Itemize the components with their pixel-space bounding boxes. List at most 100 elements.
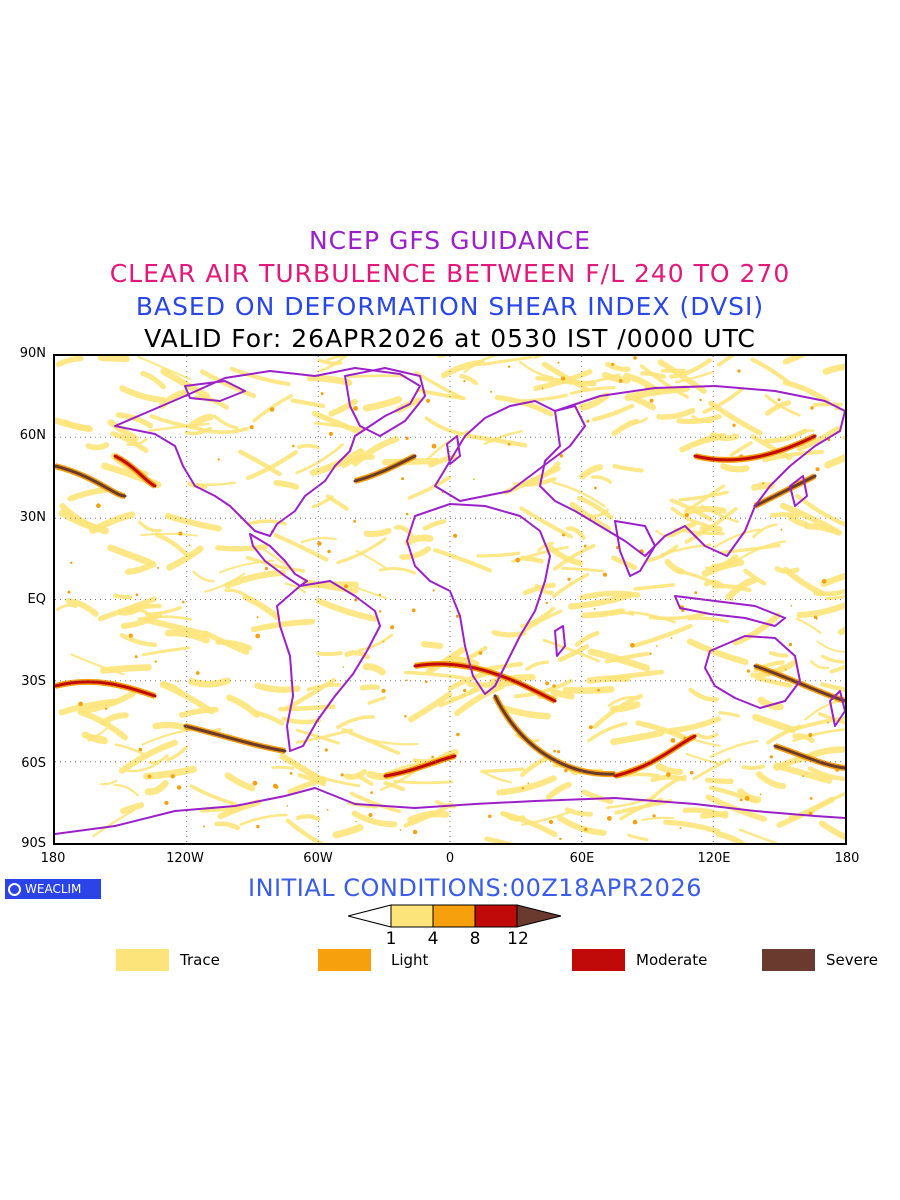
title-line-1: NCEP GFS GUIDANCE: [308, 226, 591, 255]
turbulence-trace-streak: [586, 675, 631, 684]
turbulence-trace-streak: [482, 356, 533, 366]
turbulence-trace-streak: [295, 443, 344, 475]
turbulence-trace-streak: [154, 532, 191, 559]
turbulence-light-speck: [405, 436, 409, 440]
turbulence-trace-streak: [466, 680, 515, 688]
turbulence-light-speck: [808, 811, 813, 816]
turbulence-trace-streak: [297, 443, 320, 450]
turbulence-trace-streak: [55, 604, 78, 611]
turbulence-trace-streak: [701, 558, 745, 578]
turbulence-trace-streak: [58, 698, 117, 716]
turbulence-light-speck: [769, 755, 773, 759]
turbulence-trace-streak: [273, 479, 300, 490]
turbulence-trace-streak: [518, 393, 568, 403]
turbulence-trace-streak: [119, 385, 167, 404]
turbulence-trace-streak: [611, 418, 639, 437]
turbulence-trace-streak: [463, 356, 500, 374]
turbulence-light-speck: [649, 652, 652, 655]
coast-north-america: [114, 367, 421, 537]
coast-uk: [446, 435, 461, 465]
turbulence-trace-streak: [491, 630, 527, 638]
turbulence-trace-streak: [483, 771, 513, 784]
turbulence-trace-streak: [302, 578, 359, 594]
turbulence-light-speck: [328, 431, 333, 436]
turbulence-light-speck: [557, 361, 560, 364]
legend-label-severe: Severe: [826, 951, 878, 969]
turbulence-trace-streak: [328, 398, 358, 417]
turbulence-trace-streak: [782, 380, 831, 404]
turbulence-light-speck: [652, 814, 656, 818]
turbulence-light-speck: [463, 380, 466, 383]
turbulence-trace-streak: [343, 769, 368, 780]
turbulence-light-speck: [320, 392, 324, 396]
turbulence-trace-streak: [752, 523, 778, 539]
turbulence-trace-streak: [308, 772, 361, 788]
turbulence-trace-streak: [316, 650, 343, 657]
turbulence-light-speck: [456, 732, 460, 737]
coast-new-zealand: [829, 690, 845, 727]
turbulence-light-speck: [759, 793, 762, 796]
colorbar-over-severe: [516, 904, 562, 928]
turbulence-trace-streak: [820, 654, 845, 664]
turbulence-moderate-band: [113, 454, 157, 488]
turbulence-light-speck: [134, 655, 138, 659]
turbulence-trace-streak: [822, 363, 845, 375]
turbulence-light-speck: [564, 768, 568, 773]
colorbar-tick-12: 12: [507, 929, 529, 949]
turbulence-light-speck: [70, 561, 73, 564]
turbulence-light-speck: [292, 444, 295, 448]
title-line-3: BASED ON DEFORMATION SHEAR INDEX (DVSI): [135, 292, 765, 321]
turbulence-trace-streak: [816, 791, 845, 809]
turbulence-trace-streak: [315, 597, 378, 622]
turbulence-trace-streak: [718, 711, 741, 718]
turbulence-trace-streak: [138, 520, 162, 533]
turbulence-trace-streak: [592, 694, 643, 729]
turbulence-light-speck: [78, 701, 83, 707]
turbulence-moderate-band: [693, 434, 817, 462]
turbulence-trace-streak: [496, 775, 557, 796]
turbulence-trace-streak: [837, 626, 845, 636]
turbulence-trace-streak: [284, 677, 336, 711]
turbulence-trace-streak: [164, 513, 222, 532]
turbulence-trace-streak: [359, 684, 380, 691]
turbulence-trace-streak: [382, 457, 440, 466]
turbulence-trace-streak: [159, 681, 215, 715]
turbulence-trace-streak: [577, 495, 614, 520]
turbulence-light-speck: [286, 805, 289, 807]
turbulence-trace-streak: [779, 502, 840, 535]
coast-europe: [434, 400, 586, 502]
turbulence-light-speck: [584, 827, 588, 832]
turbulence-severe-band: [55, 464, 127, 498]
turbulence-trace-streak: [562, 686, 615, 694]
turbulence-light-speck: [561, 376, 566, 381]
turbulence-trace-streak: [635, 720, 687, 740]
turbulence-light-speck: [382, 640, 385, 643]
turbulence-trace-streak: [688, 687, 719, 702]
turbulence-trace-streak: [682, 807, 729, 819]
turbulence-trace-streak: [579, 464, 604, 480]
turbulence-trace-streak: [393, 779, 454, 785]
turbulence-trace-streak: [604, 651, 650, 664]
turbulence-trace-streak: [732, 612, 782, 646]
turbulence-light-speck: [353, 406, 358, 411]
turbulence-light-speck: [739, 798, 743, 802]
turbulence-trace-streak: [795, 493, 845, 527]
turbulence-trace-streak: [534, 583, 554, 595]
lat-label-90n: 90N: [19, 346, 46, 361]
turbulence-trace-streak: [336, 715, 375, 730]
turbulence-trace-streak: [551, 572, 590, 598]
turbulence-trace-streak: [824, 453, 845, 469]
turbulence-light-speck: [666, 772, 671, 777]
turbulence-trace-streak: [408, 691, 453, 723]
legend-swatch-severe: [762, 949, 815, 971]
turbulence-trace-streak: [192, 570, 215, 583]
turbulence-trace-streak: [89, 511, 136, 534]
turbulence-light-speck: [128, 633, 133, 638]
turbulence-light-speck: [255, 633, 261, 639]
turbulence-light-speck: [490, 390, 493, 393]
turbulence-trace-streak: [459, 374, 479, 386]
turbulence-trace-streak: [285, 818, 325, 843]
turbulence-trace-streak: [675, 370, 714, 384]
turbulence-trace-streak: [640, 371, 667, 379]
coast-arctic-islands: [184, 380, 246, 402]
